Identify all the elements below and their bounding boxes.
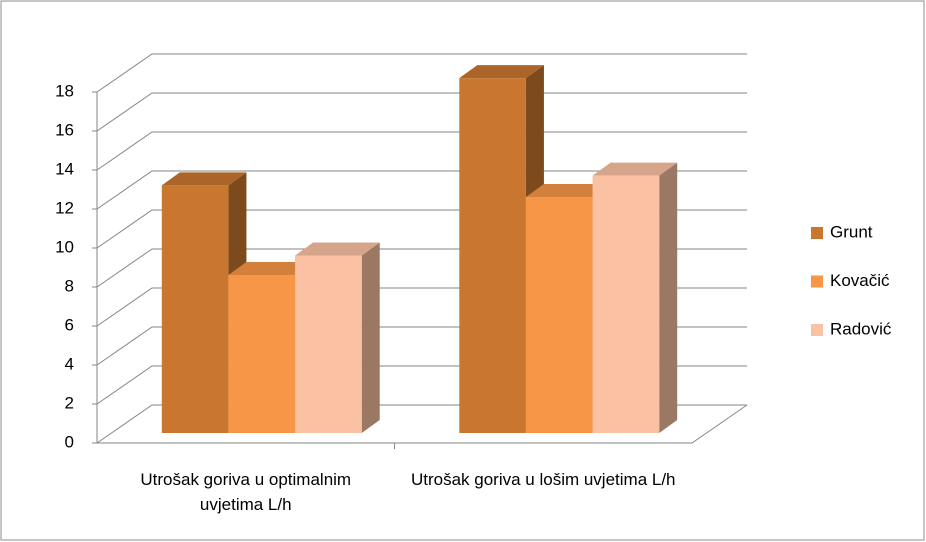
bar-side <box>659 162 678 433</box>
y-tick-label: 12 <box>55 198 74 217</box>
y-tick-label: 0 <box>65 432 74 451</box>
floor-edge <box>97 404 748 444</box>
bar-top <box>592 162 678 176</box>
y-tick-label: 2 <box>65 393 74 412</box>
bar-front <box>295 255 362 433</box>
bar-side <box>361 242 380 433</box>
bar-top <box>295 242 380 256</box>
bar-front <box>525 197 593 433</box>
bar-top <box>459 65 544 79</box>
grid-line <box>96 53 747 93</box>
bar-front <box>161 185 229 433</box>
bar-top <box>161 172 247 186</box>
legend-label: Kovačić <box>830 271 890 290</box>
y-tick-label: 18 <box>55 81 74 100</box>
grid-line <box>96 131 747 171</box>
legend-swatch <box>811 324 823 336</box>
grid-line <box>96 92 747 132</box>
y-tick-label: 10 <box>55 237 74 256</box>
bar-front <box>459 78 526 433</box>
bar <box>295 242 380 433</box>
legend-swatch <box>811 227 823 239</box>
y-tick-label: 6 <box>65 315 74 334</box>
x-tick-label: Utrošak goriva u lošim uvjetima L/h <box>410 470 676 489</box>
x-tick-label: Utrošak goriva u optimalnim uvjetima L/h <box>140 470 352 514</box>
y-tick-label: 16 <box>55 120 74 139</box>
y-tick-label: 8 <box>65 276 74 295</box>
bar <box>592 162 678 433</box>
bar-top <box>228 262 314 276</box>
y-tick-label: 14 <box>55 159 74 178</box>
bar-front <box>592 175 660 433</box>
bar-front <box>228 275 296 433</box>
bar-top <box>525 184 611 198</box>
legend-swatch <box>811 275 823 288</box>
legend-label: Radović <box>830 319 892 338</box>
y-tick-label: 4 <box>65 354 74 373</box>
grid-line <box>96 170 747 210</box>
legend-label: Grunt <box>830 222 873 241</box>
